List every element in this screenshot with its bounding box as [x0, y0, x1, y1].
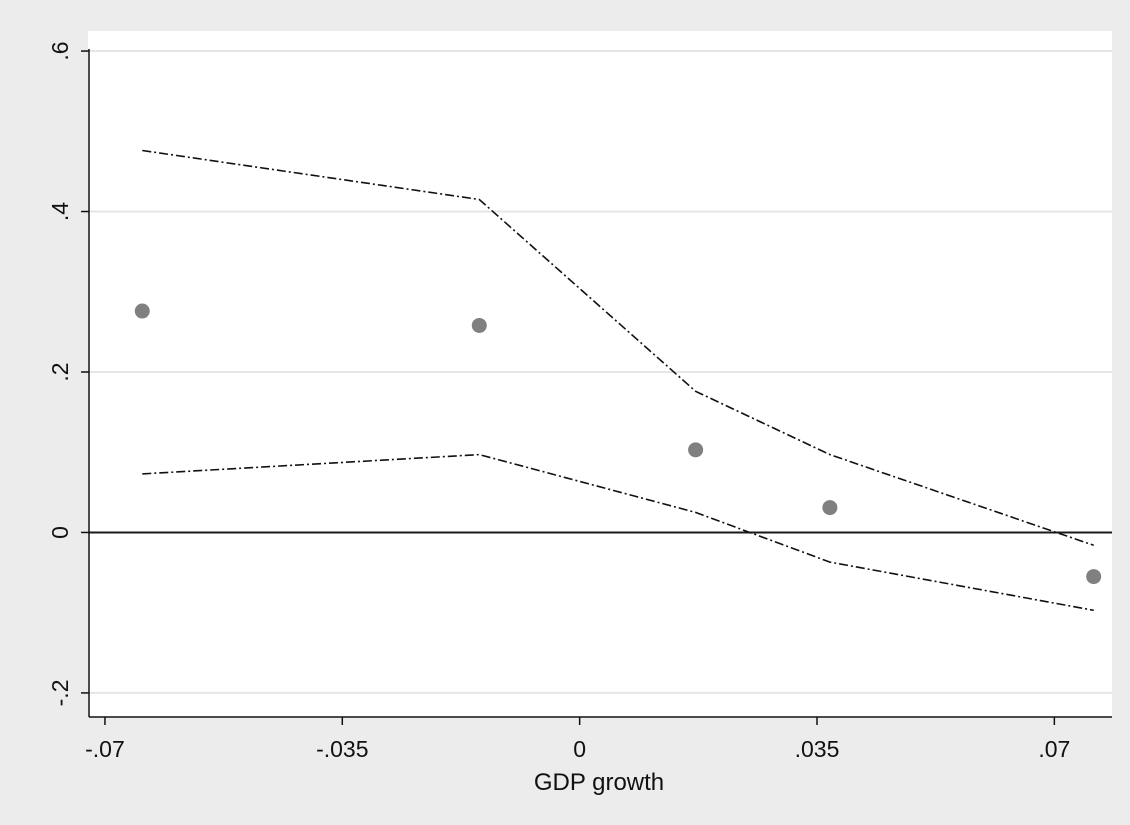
x-tick-label: .035 — [795, 736, 840, 762]
data-point — [1086, 569, 1102, 585]
x-tick-label: -.035 — [316, 736, 368, 762]
data-point — [688, 442, 704, 458]
y-tick-label: .2 — [47, 362, 73, 381]
data-point — [822, 500, 838, 516]
y-tick-label: .4 — [47, 202, 73, 221]
y-tick-label: .6 — [47, 41, 73, 60]
y-tick-label: 0 — [47, 526, 73, 539]
x-axis-title: GDP growth — [534, 769, 664, 796]
data-point — [134, 303, 150, 319]
axes: -.2 0 .2 .4 .6 -.07 -.035 0 .035 .07 — [47, 41, 1112, 762]
y-tick-label: -.2 — [47, 680, 73, 707]
x-tick-label: .07 — [1038, 736, 1070, 762]
x-tick-label: -.07 — [85, 736, 125, 762]
confidence-band-lines — [142, 149, 1094, 612]
data-point — [471, 317, 487, 333]
lower-ci-line — [142, 453, 1094, 612]
gridlines — [88, 50, 1112, 694]
upper-ci-line — [142, 149, 1094, 547]
x-tick-label: 0 — [573, 736, 586, 762]
data-points — [134, 303, 1102, 585]
plot-background — [88, 31, 1112, 717]
